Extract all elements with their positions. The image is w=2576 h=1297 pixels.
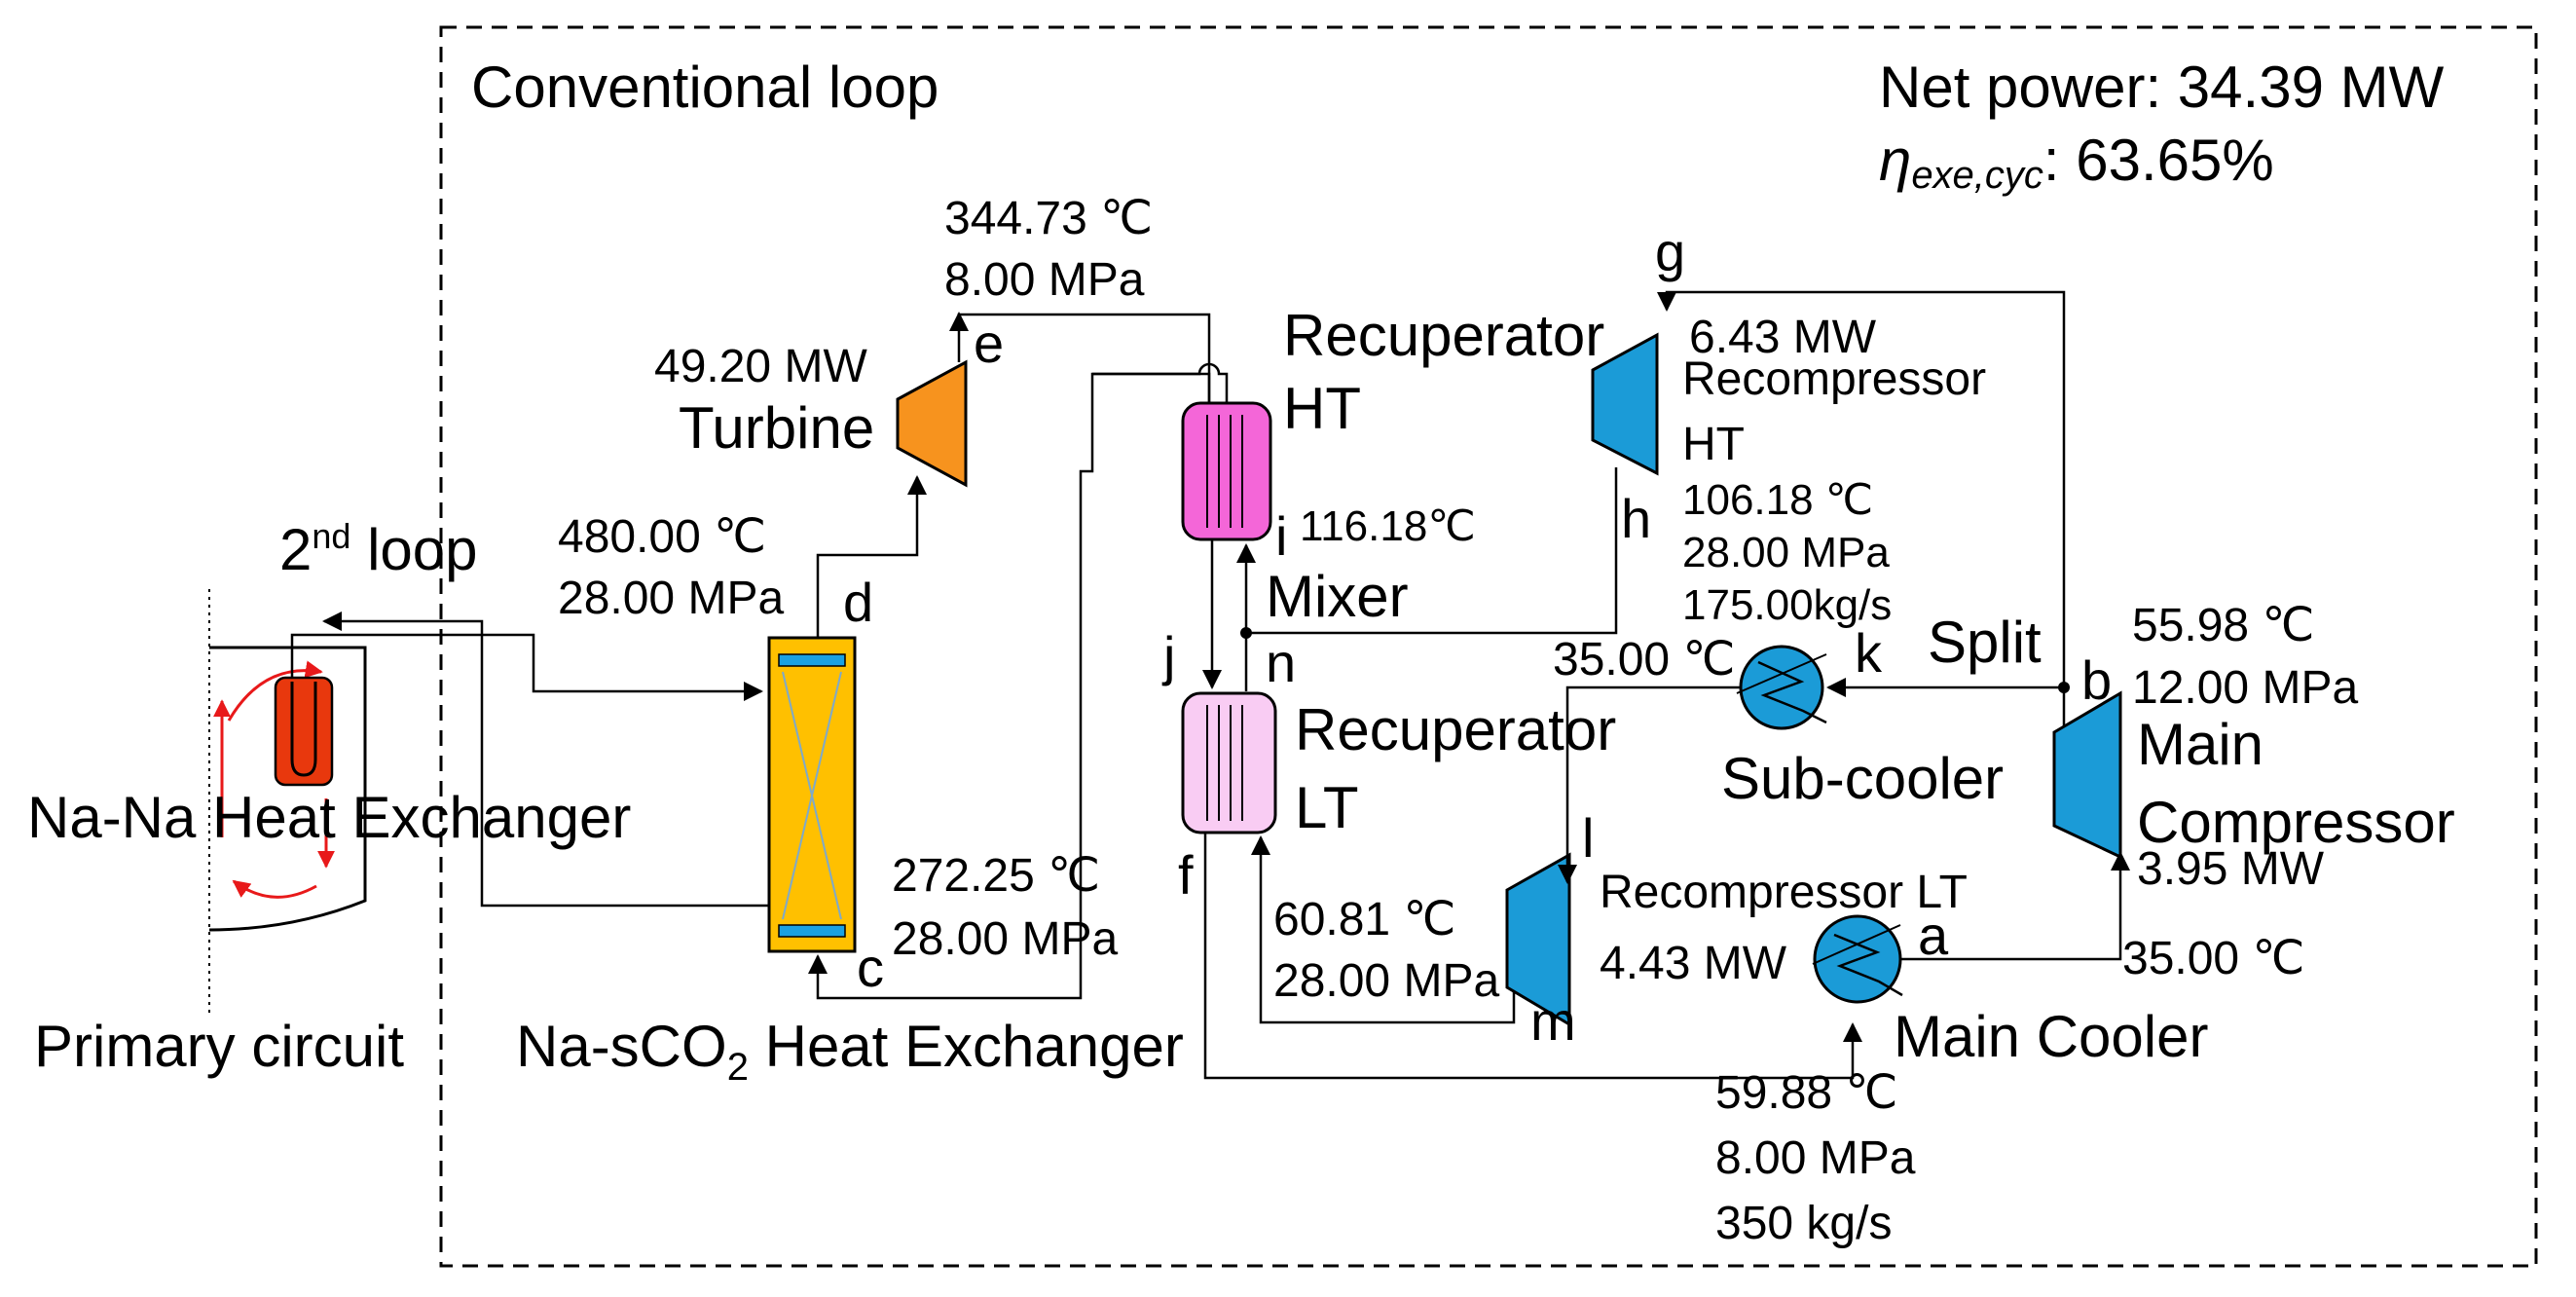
eta-subscript: exe,cyc — [1911, 154, 2043, 197]
state-h-temp: 106.18 ℃ — [1682, 476, 1873, 524]
recompressor-lt — [1505, 852, 1571, 1027]
turbine-power: 49.20 MW — [654, 341, 867, 392]
recuperator-ht-label-1: Recuperator — [1283, 303, 1604, 368]
point-h: h — [1621, 488, 1651, 549]
recompressor-lt-label: Recompressor LT — [1600, 867, 1968, 918]
state-f-flow: 350 kg/s — [1715, 1198, 1892, 1249]
main-cooler — [1812, 914, 1903, 1004]
state-e-pressure: 8.00 MPa — [944, 254, 1145, 306]
recuperator-lt — [1181, 691, 1277, 834]
recuperator-lt-label-2: LT — [1295, 775, 1359, 840]
sub-cooler — [1736, 645, 1827, 730]
conventional-loop-boundary — [439, 25, 2538, 1268]
point-i: i — [1275, 505, 1287, 567]
primary-circuit-label: Primary circuit — [34, 1014, 404, 1079]
state-e-temp: 344.73 ℃ — [944, 193, 1153, 244]
diagram-title: Conventional loop — [471, 55, 938, 120]
pipe-main-cooler-to-compressor — [1896, 851, 2130, 961]
point-m: m — [1530, 990, 1576, 1052]
state-a-temp: 35.00 ℃ — [2122, 933, 2304, 984]
state-d-temp: 480.00 ℃ — [558, 511, 766, 563]
state-h-flow: 175.00kg/s — [1682, 581, 1892, 629]
exergy-efficiency: ηexe,cyc: 63.65% — [1879, 128, 2274, 197]
primary-circuit-vessel — [208, 589, 367, 1018]
point-n: n — [1266, 632, 1296, 693]
pipe-f-to-main-cooler — [1203, 833, 1862, 1080]
state-i-temp: 116.18℃ — [1300, 502, 1476, 550]
na-sco2-heat-exchanger — [767, 636, 857, 953]
primary-flow-arrows — [213, 660, 335, 899]
net-power: Net power: 34.39 MW — [1879, 55, 2445, 120]
second-loop-label: 2nd loop — [279, 516, 478, 582]
state-k-temp: 35.00 ℃ — [1553, 634, 1735, 686]
mixer-label: Mixer — [1266, 564, 1409, 629]
eta-symbol: η — [1879, 128, 1911, 193]
split-label: Split — [1928, 610, 2042, 675]
pipe-subcooler-to-l — [1558, 686, 1743, 884]
pipe-d-to-turbine — [816, 475, 927, 638]
second-loop-cold-leg — [322, 611, 769, 908]
state-b-pressure: 12.00 MPa — [2132, 662, 2358, 714]
state-f-pressure: 8.00 MPa — [1715, 1132, 1916, 1184]
state-f-temp: 59.88 ℃ — [1715, 1067, 1897, 1119]
na-na-hx-label: Na-Na Heat Exchanger — [27, 785, 631, 850]
recompressor-ht — [1591, 332, 1659, 476]
recompressor-lt-power: 4.43 MW — [1600, 938, 1787, 989]
point-a: a — [1918, 905, 1949, 966]
pipe-b-to-split — [1657, 290, 2066, 740]
na-na-heat-exchanger — [274, 676, 334, 787]
recuperator-ht — [1181, 401, 1272, 541]
point-j: j — [1161, 625, 1175, 686]
eta-value: : 63.65% — [2043, 128, 2274, 193]
mixer-junction — [1240, 627, 1252, 639]
state-m-pressure: 28.00 MPa — [1273, 955, 1499, 1007]
point-k: k — [1855, 622, 1883, 684]
state-c-pressure: 28.00 MPa — [892, 913, 1118, 965]
recompressor-ht-power: 6.43 MW — [1689, 312, 1877, 363]
na-sco2-hx-label: Na-sCO2 Heat Exchanger — [516, 1014, 1184, 1089]
state-c-temp: 272.25 ℃ — [892, 850, 1100, 902]
point-f: f — [1178, 844, 1194, 906]
point-d: d — [843, 572, 873, 633]
second-loop-hot-leg — [290, 633, 763, 701]
recompressor-ht-label-2: HT — [1682, 419, 1745, 470]
turbine — [896, 359, 968, 488]
sub-cooler-label: Sub-cooler — [1721, 746, 2004, 811]
pipe-h-to-mixer — [1244, 467, 1618, 691]
recuperator-ht-label-2: HT — [1283, 376, 1361, 441]
turbine-label: Turbine — [679, 395, 874, 461]
state-b-temp: 55.98 ℃ — [2132, 600, 2314, 651]
recompressor-ht-label-1: Recompressor — [1682, 353, 1986, 405]
recuperator-lt-label-1: Recuperator — [1295, 697, 1616, 762]
point-g: g — [1655, 221, 1685, 282]
point-b: b — [2081, 649, 2112, 711]
pipe-recuperator-ht-to-c — [808, 372, 1211, 1000]
pipe-e-to-recuperator-ht — [957, 313, 1211, 403]
pipe-crossover — [1092, 362, 1229, 403]
pipe-m-to-recuperator-lt — [1251, 835, 1516, 1024]
state-h-pressure: 28.00 MPa — [1682, 529, 1890, 576]
point-l: l — [1582, 807, 1594, 869]
point-e: e — [974, 313, 1004, 374]
state-d-pressure: 28.00 MPa — [558, 573, 784, 624]
state-m-temp: 60.81 ℃ — [1273, 894, 1455, 945]
main-compressor-label-2: Compressor — [2137, 790, 2455, 855]
point-c: c — [857, 937, 884, 998]
main-compressor-power: 3.95 MW — [2137, 843, 2325, 895]
main-cooler-label: Main Cooler — [1894, 1004, 2208, 1069]
main-compressor-label-1: Main — [2137, 712, 2263, 777]
